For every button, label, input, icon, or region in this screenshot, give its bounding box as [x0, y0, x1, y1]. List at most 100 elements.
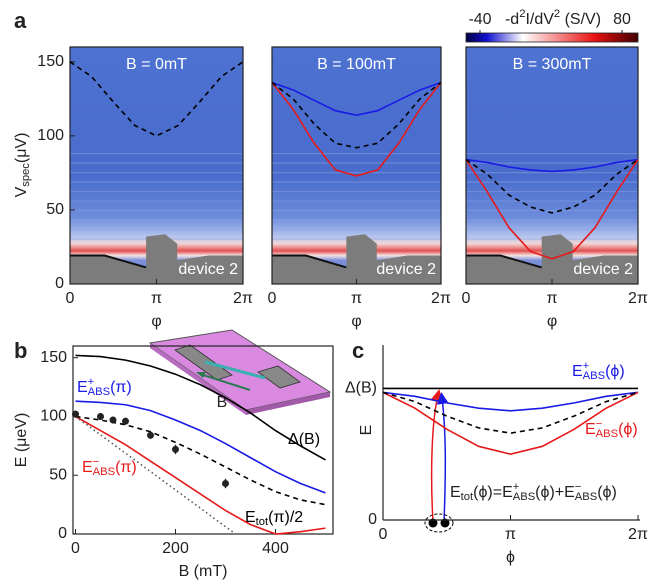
x-tick-label: π: [505, 526, 516, 543]
text-part: (S/V): [560, 11, 601, 28]
x-axis-label: B (mT): [179, 563, 228, 580]
text-part: (μV): [13, 133, 30, 164]
series-line: [271, 81, 442, 149]
y-tick-label: Δ(B): [345, 380, 377, 397]
text-part: E: [585, 421, 596, 438]
text-part: +: [88, 376, 95, 388]
series-line: [69, 61, 244, 137]
series-line: [271, 81, 442, 116]
text-part: ABS: [583, 370, 605, 382]
text-part: (ϕ): [597, 484, 617, 501]
y-tick-label: 100: [37, 127, 64, 144]
text-part: E: [82, 459, 93, 476]
text-part: (π)/2: [268, 509, 303, 526]
series-label: E− ABS(π): [82, 456, 137, 478]
series-line: [75, 400, 326, 494]
x-axis-label: φ: [351, 313, 361, 330]
y-axis-label: E (μeV): [13, 413, 30, 468]
x-tick-label: 2π: [233, 290, 253, 307]
text-part: ABS: [513, 491, 535, 503]
panel-annotation: device 2: [178, 261, 238, 278]
text-part: 2: [554, 8, 560, 20]
gap-edge: [70, 254, 147, 269]
device-inset: [148, 329, 332, 415]
text-part: −: [596, 418, 603, 430]
text-part: E: [358, 425, 375, 436]
y-tick-label: 0: [55, 275, 64, 292]
panel-label: c: [352, 338, 364, 363]
series-line: [75, 415, 236, 535]
series-line: [75, 354, 326, 461]
gap-edge: [272, 254, 347, 269]
series-label: E+ ABS(π): [77, 376, 132, 398]
series-label: E− ABS(ϕ): [585, 418, 638, 440]
colorbar: [465, 32, 639, 43]
text-part: Δ(B): [288, 431, 320, 448]
series-line: [382, 391, 639, 412]
panel-title: B = 0mT: [126, 56, 187, 73]
energy-arrows: [424, 389, 454, 533]
data-point: [97, 413, 104, 420]
data-point: [147, 431, 154, 439]
inset-label: B: [217, 394, 228, 411]
panel-label: b: [14, 338, 27, 363]
series-label: Δ(B): [288, 431, 320, 448]
x-tick-label: 400: [262, 540, 289, 557]
x-tick-label: π: [546, 290, 557, 307]
text-part: I/dV: [525, 11, 554, 28]
text-part: tot: [256, 516, 269, 528]
x-axis-label: φ: [547, 313, 557, 330]
series-line: [271, 82, 442, 177]
colorbar-tick-label: -40: [468, 11, 491, 28]
text-part: -d: [505, 11, 519, 28]
data-point: [172, 445, 179, 453]
text-part: (ϕ)=E: [473, 484, 513, 501]
colorbar-label: -d2I/dV2 (S/V): [505, 8, 601, 28]
y-tick-label: 150: [37, 53, 64, 70]
series-label: E+ ABS(ϕ): [572, 360, 625, 382]
text-part: spec: [20, 163, 32, 187]
text-part: E: [77, 379, 88, 396]
series-line: [75, 415, 326, 506]
text-part: E: [450, 484, 461, 501]
data-point: [222, 479, 229, 487]
text-part: +: [583, 360, 590, 372]
series-line: [465, 159, 639, 260]
x-axis-label: φ: [151, 313, 161, 330]
data-point: [109, 416, 117, 424]
y-tick-label: 50: [49, 466, 67, 483]
y-tick-label: 50: [46, 201, 64, 218]
y-tick-label: 0: [58, 525, 67, 542]
text-part: ABS: [88, 386, 110, 398]
data-point: [122, 417, 129, 425]
text-part: (ϕ): [618, 421, 638, 438]
text-part: E: [245, 509, 256, 526]
series-line: [465, 158, 639, 173]
gap-region: [70, 234, 243, 284]
text-part: (π): [115, 459, 137, 476]
panel-label: a: [14, 8, 27, 33]
text-part: (ϕ): [605, 363, 625, 380]
x-tick-label: 2π: [628, 290, 648, 307]
panel-title: B = 100mT: [317, 56, 396, 73]
gap-region: [272, 234, 441, 284]
text-part: −: [93, 456, 100, 468]
series-line: [75, 415, 326, 535]
x-axis-label: ϕ: [506, 549, 515, 566]
x-tick-label: 0: [66, 290, 75, 307]
gap-edge: [466, 254, 542, 269]
text-part: ABS: [596, 428, 618, 440]
series-line: [382, 391, 639, 456]
panel-annotation: Etot(ϕ)=E+ ABS(ϕ)+E− ABS(ϕ): [450, 481, 617, 503]
panel-annotation: device 2: [573, 261, 633, 278]
text-part: (π): [110, 379, 132, 396]
text-part: −: [575, 481, 582, 493]
series-label: Etot(π)/2: [245, 509, 303, 528]
x-tick-label: 2π: [431, 290, 451, 307]
y-tick-label: 150: [40, 349, 67, 366]
text-part: tot: [461, 491, 474, 503]
y-tick-label: 0: [368, 511, 377, 528]
series-line: [465, 158, 639, 214]
text-part: ABS: [93, 466, 115, 478]
text-part: +: [513, 481, 520, 493]
